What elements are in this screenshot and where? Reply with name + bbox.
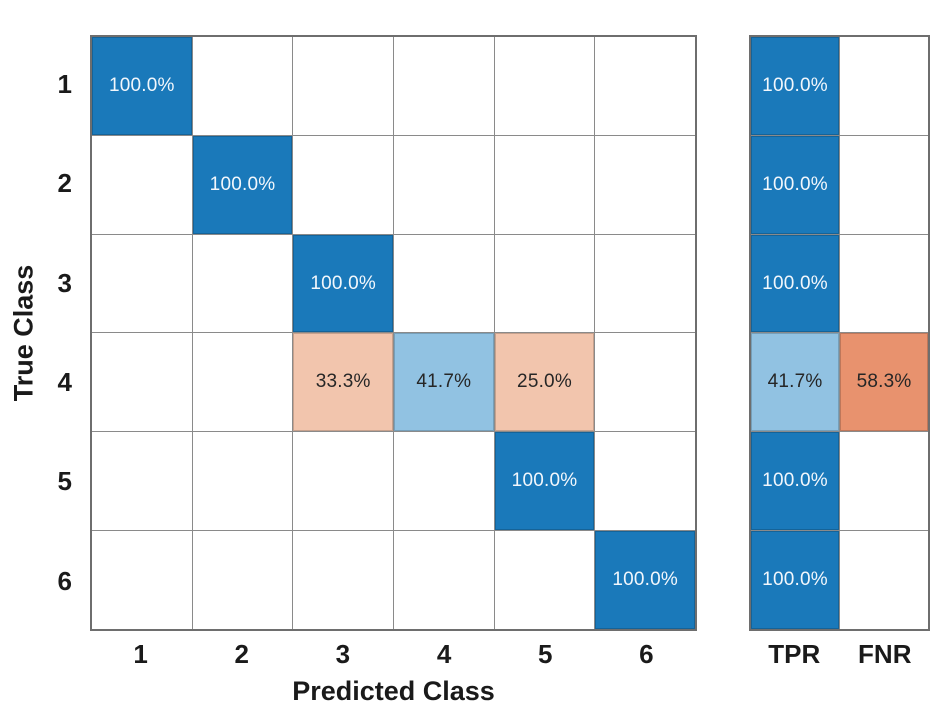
summary-cell: 100.0%	[751, 432, 839, 531]
y-tick-label: 5	[57, 466, 72, 497]
matrix-cell	[92, 531, 192, 629]
matrix-cell	[595, 37, 695, 135]
summary-header-label: FNR	[858, 638, 912, 669]
summary-cell: 41.7%	[751, 333, 839, 432]
summary-cell: 58.3%	[840, 333, 928, 432]
matrix-cell	[393, 135, 494, 234]
x-tick-label: 2	[234, 638, 249, 669]
x-axis-label: Predicted Class	[292, 676, 495, 706]
x-axis-ticks: 1 2 3 4 5 6	[90, 634, 697, 674]
summary-header-label: TPR	[768, 638, 821, 669]
matrix-cell: 100.0%	[293, 234, 393, 333]
summary-cell: 100.0%	[751, 531, 839, 629]
matrix-cell: 25.0%	[494, 333, 595, 432]
summary-cell: 100.0%	[751, 135, 839, 234]
x-tick-label: 5	[538, 638, 553, 669]
matrix-cell	[393, 432, 494, 531]
x-tick-label: 1	[133, 638, 148, 669]
x-tick-label: 3	[335, 638, 351, 669]
matrix-cell: 33.3%	[293, 333, 393, 432]
matrix-cell	[192, 37, 293, 135]
matrix-cell: 100.0%	[192, 135, 293, 234]
matrix-cell	[92, 333, 192, 432]
matrix-cell: 100.0%	[494, 432, 595, 531]
matrix-cell	[393, 531, 494, 629]
summary-cell	[840, 432, 928, 531]
summary-cell	[840, 234, 928, 333]
tpr-fnr-grid: 100.0% 100.0% 100.0% 41.7% 58.3% 100.0% 100.0%	[749, 35, 930, 631]
summary-cell	[840, 531, 928, 629]
matrix-cell	[494, 135, 595, 234]
confusion-matrix-grid: 100.0% 100.0% 100.0% 33.3% 41.7% 25.0% 100.0% 1…	[90, 35, 697, 631]
x-tick-label: 6	[639, 638, 654, 669]
summary-column-headers: TPR FNR	[749, 634, 930, 674]
matrix-cell	[92, 234, 192, 333]
summary-cell: 100.0%	[751, 37, 839, 135]
matrix-cell: 100.0%	[595, 531, 695, 629]
y-tick-label: 3	[57, 267, 72, 298]
summary-cell	[840, 135, 928, 234]
matrix-cell	[293, 531, 393, 629]
y-tick-label: 2	[57, 168, 72, 199]
matrix-cell	[595, 432, 695, 531]
matrix-cell	[293, 432, 393, 531]
matrix-cell	[92, 432, 192, 531]
y-tick-label: 1	[57, 69, 72, 100]
x-tick-label: 4	[436, 638, 452, 669]
summary-cell: 100.0%	[751, 234, 839, 333]
y-axis-ticks: 1 2 3 4 5 6	[34, 35, 82, 631]
matrix-cell	[293, 37, 393, 135]
matrix-cell	[393, 234, 494, 333]
matrix-cell	[92, 135, 192, 234]
matrix-cell	[595, 234, 695, 333]
summary-cell	[840, 37, 928, 135]
matrix-cell	[192, 432, 293, 531]
y-tick-label: 4	[57, 367, 72, 398]
y-tick-label: 6	[57, 565, 72, 596]
matrix-cell	[494, 531, 595, 629]
matrix-cell	[595, 333, 695, 432]
matrix-cell	[192, 333, 293, 432]
matrix-cell: 100.0%	[92, 37, 192, 135]
matrix-cell	[293, 135, 393, 234]
matrix-cell	[192, 234, 293, 333]
matrix-cell	[192, 531, 293, 629]
matrix-cell: 41.7%	[393, 333, 494, 432]
matrix-cell	[393, 37, 494, 135]
matrix-cell	[595, 135, 695, 234]
matrix-cell	[494, 37, 595, 135]
matrix-cell	[494, 234, 595, 333]
